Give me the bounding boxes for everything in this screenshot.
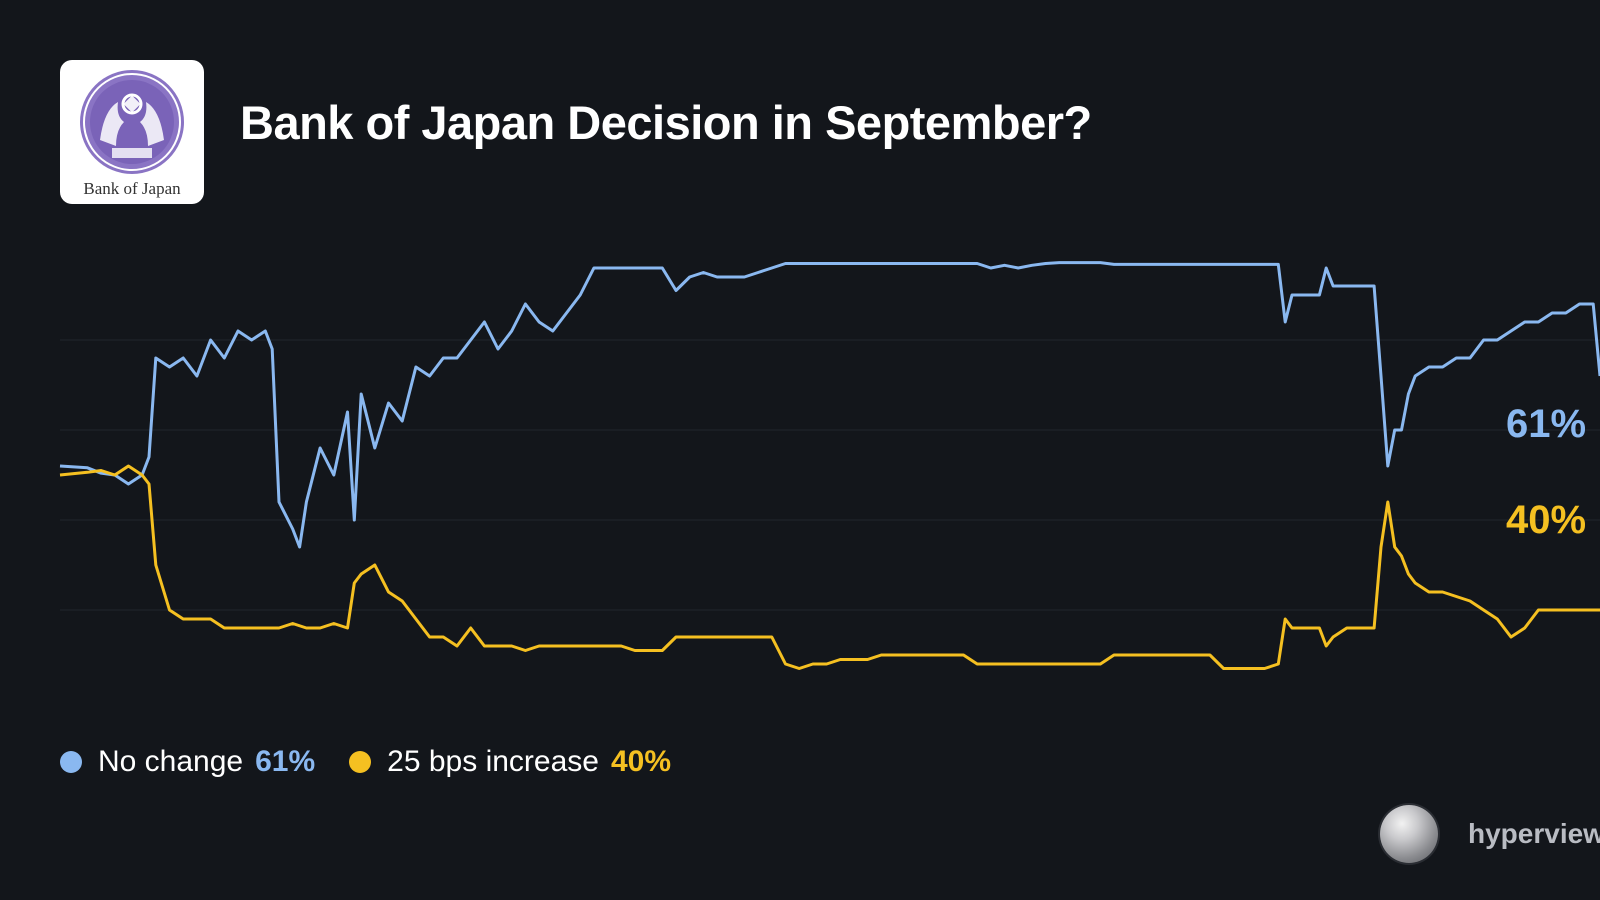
- series-lines: [59, 261, 1600, 670]
- gridlines: [60, 339, 1600, 611]
- brand-name: hyperview: [1468, 818, 1600, 849]
- bank-seal-icon: Bank of Japan: [80, 70, 184, 198]
- sphere-logo-icon: [1380, 805, 1438, 863]
- chart-title: Bank of Japan Decision in September?: [240, 96, 1092, 149]
- legend-label: 25 bps increase: [387, 745, 599, 778]
- legend-dot: [349, 751, 372, 773]
- legend-label: No change: [98, 745, 244, 778]
- legend: No change 61% 25 bps increase 40%: [60, 745, 705, 779]
- brand: hyperview: [1380, 805, 1600, 863]
- legend-item-no-change: No change 61%: [60, 745, 315, 779]
- end-label: 40%: [1506, 498, 1586, 542]
- series-line-no-change: [59, 261, 1600, 549]
- legend-dot: [60, 751, 82, 773]
- bank-of-japan-logo: Bank of Japan: [60, 60, 204, 204]
- series-line-25-bps-increase: [59, 464, 1600, 670]
- end-label: 61%: [1506, 402, 1586, 446]
- legend-value: 61%: [255, 745, 316, 778]
- end-labels: 61% 40%: [1506, 402, 1586, 542]
- logo-text: Bank of Japan: [83, 179, 181, 198]
- legend-item-25bps-increase: 25 bps increase 40%: [349, 745, 671, 779]
- legend-value: 40%: [610, 745, 672, 778]
